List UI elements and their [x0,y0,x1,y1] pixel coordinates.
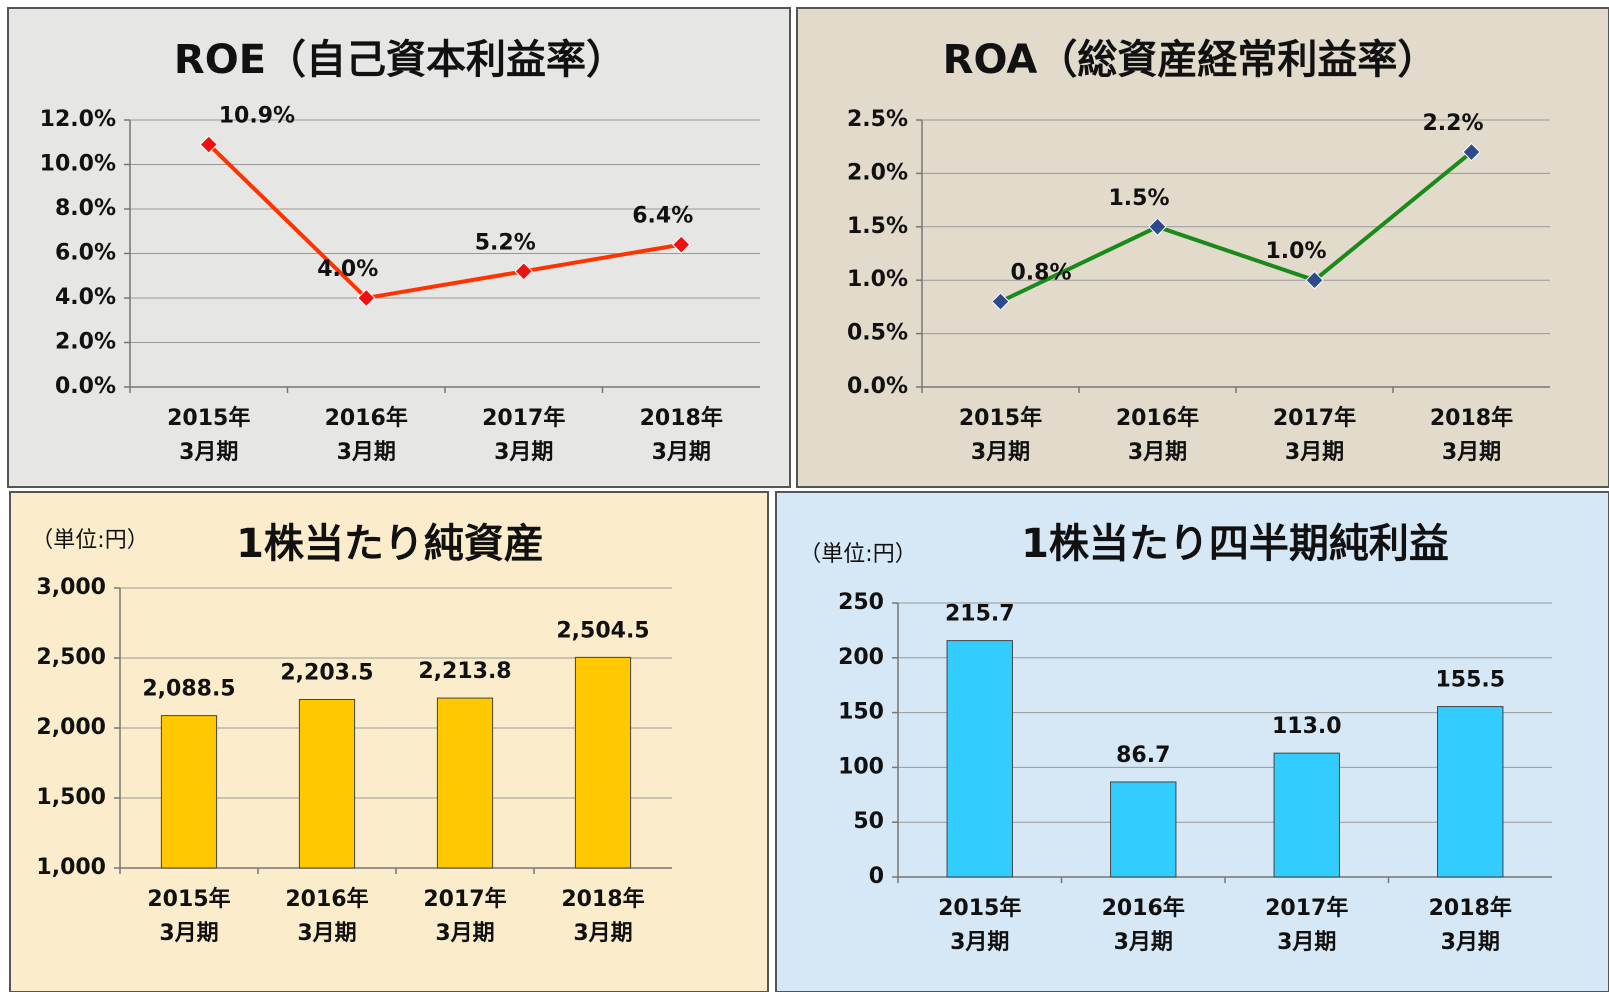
bar [1110,781,1177,878]
x-tick-label: 2016年 3月期 [1102,895,1185,955]
y-tick-label: 1.5% [847,214,908,239]
y-tick-label: 6.0% [55,241,116,266]
marker [199,135,218,154]
x-tick-label: 2017年 3月期 [1273,405,1356,465]
value-label: 10.9% [219,103,295,128]
y-tick-label: 2,500 [36,645,106,670]
y-tick-label: 10.0% [40,152,116,177]
x-tick-label: 2016年 3月期 [285,886,368,946]
y-tick-label: 0.0% [847,374,908,399]
x-tick-label: 2018年 3月期 [561,886,644,946]
panel [796,7,1609,488]
y-tick-label: 1.0% [847,267,908,292]
y-tick-label: 1,000 [36,855,106,880]
y-tick-label: 12.0% [40,107,116,132]
chart-title: 1株当たり四半期純利益 [1021,521,1449,567]
x-tick-label: 2018年 3月期 [1430,405,1513,465]
x-tick-label: 2015年 3月期 [959,405,1042,465]
marker [1148,217,1167,236]
y-tick-label: 50 [853,809,884,834]
y-tick-label: 100 [838,754,884,779]
value-label: 6.4% [632,204,693,229]
bar [1273,752,1340,878]
value-label: 2,088.5 [142,677,235,702]
x-tick-label: 2017年 3月期 [482,405,565,465]
x-tick-label: 2015年 3月期 [147,886,230,946]
line [207,143,682,301]
y-tick-label: 2.0% [55,330,116,355]
y-tick-label: 4.0% [55,285,116,310]
value-label: 86.7 [1116,743,1170,768]
bar [436,697,494,869]
bar [1437,706,1504,878]
value-label: 2,213.8 [418,659,511,684]
x-tick-label: 2016年 3月期 [325,405,408,465]
y-tick-label: 2,000 [36,715,106,740]
value-label: 215.7 [945,602,1015,627]
y-tick-label: 8.0% [55,196,116,221]
line [999,150,1473,304]
y-tick-label: 2.0% [847,160,908,185]
y-tick-label: 150 [838,700,884,725]
value-label: 1.0% [1265,239,1326,264]
value-label: 5.2% [475,230,536,255]
marker [1305,271,1324,290]
bar [160,715,218,869]
value-label: 113.0 [1272,714,1342,739]
marker [357,288,376,308]
y-tick-label: 2.5% [847,107,908,132]
value-label: 4.0% [317,257,378,282]
value-label: 0.8% [1011,261,1072,286]
x-tick-label: 2018年 3月期 [1429,895,1512,955]
value-label: 2.2% [1422,111,1483,136]
marker [1462,142,1481,162]
unit-label: （単位:円） [799,542,916,567]
unit-label: （単位:円） [31,528,148,553]
value-label: 1.5% [1108,186,1169,211]
y-tick-label: 250 [838,590,884,615]
value-label: 2,504.5 [556,618,649,643]
chart-title: ROE（自己資本利益率） [174,37,626,83]
marker [672,235,691,254]
y-tick-label: 0 [869,864,884,889]
marker [514,262,533,281]
bar [298,699,356,869]
bar [946,640,1013,878]
x-tick-label: 2015年 3月期 [167,405,250,465]
marker [991,292,1010,311]
value-label: 155.5 [1435,668,1505,693]
y-tick-label: 200 [838,645,884,670]
y-tick-label: 0.0% [55,374,116,399]
value-label: 2,203.5 [280,661,373,686]
panel [9,491,769,992]
x-tick-label: 2017年 3月期 [423,886,506,946]
y-tick-label: 0.5% [847,321,908,346]
x-tick-label: 2018年 3月期 [640,405,723,465]
bar [574,656,632,869]
x-tick-label: 2016年 3月期 [1116,405,1199,465]
y-tick-label: 1,500 [36,785,106,810]
chart-title: 1株当たり純資産 [236,521,544,567]
x-tick-label: 2017年 3月期 [1265,895,1348,955]
x-tick-label: 2015年 3月期 [938,895,1021,955]
chart-title: ROA（総資産経常利益率） [943,37,1438,83]
y-tick-label: 3,000 [36,575,106,600]
